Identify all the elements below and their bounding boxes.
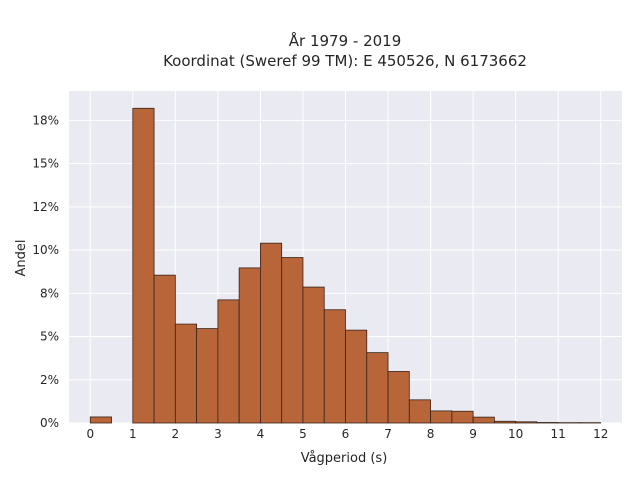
x-tick-label: 8 <box>427 427 435 441</box>
y-tick-label: 18% <box>32 113 59 127</box>
histogram-bar <box>472 416 495 424</box>
histogram-bar <box>238 267 261 424</box>
chart-title: År 1979 - 2019 <box>289 31 402 50</box>
x-axis-ticks: 0 1 2 3 4 5 6 7 8 9 10 11 12 <box>86 427 608 441</box>
y-tick-label: 15% <box>32 157 59 171</box>
y-tick-label: 12% <box>32 200 59 214</box>
histogram-bar <box>281 257 304 424</box>
histogram-bar <box>536 422 559 424</box>
y-axis-label: Andel <box>14 240 29 277</box>
histogram-bar <box>217 299 240 424</box>
histogram-bar <box>323 309 346 424</box>
bars <box>89 107 602 424</box>
histogram-bar <box>366 352 389 424</box>
x-tick-label: 10 <box>508 427 523 441</box>
x-tick-label: 11 <box>551 427 566 441</box>
histogram-bar <box>493 420 517 424</box>
histogram-bar <box>430 410 453 424</box>
histogram-bar <box>153 274 176 424</box>
histogram-bar <box>515 421 538 424</box>
x-tick-label: 7 <box>384 427 392 441</box>
y-axis-ticks: 0% 2% 5% 8% 10% 12% 15% 18% <box>32 113 59 430</box>
x-tick-label: 1 <box>129 427 137 441</box>
histogram-bar <box>89 416 112 424</box>
histogram-bar <box>408 399 431 424</box>
histogram-bar <box>132 107 155 424</box>
x-tick-label: 3 <box>214 427 222 441</box>
histogram-bar <box>260 242 283 424</box>
histogram-bar <box>196 328 219 424</box>
x-tick-label: 4 <box>257 427 265 441</box>
x-tick-label: 2 <box>172 427 180 441</box>
x-tick-label: 9 <box>469 427 477 441</box>
x-tick-label: 5 <box>299 427 307 441</box>
histogram-bar <box>451 410 474 424</box>
x-axis-label: Vågperiod (s) <box>301 451 388 466</box>
chart-subtitle: Koordinat (Sweref 99 TM): E 450526, N 61… <box>163 52 527 70</box>
y-tick-label: 5% <box>40 330 59 344</box>
y-tick-label: 2% <box>40 373 59 387</box>
y-tick-label: 8% <box>40 286 59 300</box>
x-tick-label: 12 <box>593 427 608 441</box>
histogram-bar <box>302 286 325 424</box>
y-tick-label: 0% <box>40 416 59 430</box>
x-tick-label: 6 <box>342 427 350 441</box>
x-tick-label: 0 <box>86 427 94 441</box>
histogram-bar <box>174 323 198 424</box>
histogram-bar <box>345 329 368 424</box>
histogram-bar <box>387 371 410 424</box>
y-tick-label: 10% <box>32 243 59 257</box>
